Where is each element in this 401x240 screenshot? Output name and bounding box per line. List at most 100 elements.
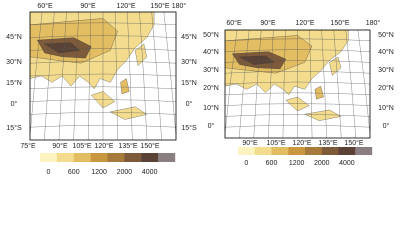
graticule — [73, 12, 79, 140]
lon-label: 90°E — [242, 139, 258, 147]
colorbar-segment — [90, 153, 108, 162]
lat-label: 0° — [186, 100, 193, 108]
lat-label: 15°S — [181, 124, 197, 132]
graticule — [253, 30, 262, 138]
figure: 60°E 90°E 120°E 150°E 180°45°N30°N15°N0°15°S… — [6, 2, 394, 176]
graticule — [44, 12, 55, 140]
colorbar-segment — [321, 147, 339, 155]
lon-label: 90°E — [52, 142, 68, 150]
graticule — [127, 12, 133, 140]
colorbar-label: 4000 — [339, 160, 355, 167]
graticule — [30, 35, 176, 38]
colorbar-label: 2000 — [117, 169, 133, 176]
lat-label: 10°N — [378, 104, 394, 112]
lat-label: 15°N — [6, 79, 22, 87]
map-body — [225, 30, 370, 138]
lat-label: 50°N — [378, 31, 394, 39]
colorbar-segment — [254, 147, 272, 155]
lon-label: 135°E — [318, 139, 337, 147]
land — [304, 109, 342, 121]
lon-label: 90°E — [260, 19, 276, 27]
graticule — [30, 12, 43, 139]
map-body — [30, 12, 176, 140]
graticule — [151, 12, 162, 140]
lat-label: 15°N — [181, 79, 197, 87]
graticule — [30, 22, 176, 25]
graticule — [30, 73, 176, 77]
graticule — [225, 71, 370, 74]
lon-label: 135°E — [118, 142, 137, 150]
graticule — [30, 112, 176, 115]
lon-label: 150°E — [140, 142, 159, 150]
land — [314, 85, 324, 100]
colorbar-label: 0 — [244, 160, 248, 167]
lon-label: 75°E — [20, 142, 36, 150]
lon-label: 120°E — [116, 2, 135, 10]
lat-label: 30°N — [203, 66, 219, 74]
land — [120, 78, 130, 95]
lat-label: 30°N — [378, 66, 394, 74]
colorbar-segment — [355, 147, 373, 155]
lat-label: 10°N — [203, 104, 219, 112]
graticule — [225, 81, 370, 85]
graticule — [282, 30, 286, 138]
lat-label: 30°N — [6, 58, 22, 66]
lon-label: 105°E — [266, 139, 285, 147]
lon-label: 180° — [172, 2, 187, 10]
colorbar-label: 4000 — [142, 169, 158, 176]
graticule — [225, 92, 370, 95]
land — [329, 56, 342, 76]
colorbar-segment — [288, 147, 306, 155]
graticule — [30, 48, 176, 51]
map-panel: 60°E 90°E 120°E 150°E 180°45°N30°N15°N0°15°S… — [6, 2, 197, 176]
land — [44, 42, 80, 54]
graticule — [357, 30, 370, 136]
lat-label: 45°N — [181, 33, 197, 41]
graticule — [225, 103, 370, 106]
colorbar-segment — [124, 153, 142, 162]
colorbar-label: 600 — [266, 160, 278, 167]
graticule — [30, 125, 176, 128]
colorbar-segment — [73, 153, 91, 162]
graticule — [225, 49, 370, 52]
lat-label: 0° — [383, 122, 390, 130]
graticule — [225, 125, 370, 128]
lon-label: 120°E — [292, 139, 311, 147]
graticule — [30, 61, 176, 64]
colorbar-label: 600 — [68, 169, 80, 176]
lat-label: 0° — [11, 100, 18, 108]
graticule — [225, 30, 238, 136]
lat-label: 40°N — [378, 48, 394, 56]
lon-label: 180° — [366, 19, 381, 27]
graticule — [321, 30, 327, 138]
lat-label: 0° — [208, 122, 215, 130]
lon-label: 150°E — [330, 19, 349, 27]
colorbar-segment — [107, 153, 125, 162]
graticule — [88, 12, 92, 140]
colorbar-segment — [141, 153, 159, 162]
lon-label: 90°E — [80, 2, 96, 10]
land — [238, 55, 275, 65]
graticule — [163, 12, 176, 139]
lat-label: 40°N — [203, 48, 219, 56]
lon-label: 120°E — [295, 19, 314, 27]
lon-label: 60°E — [37, 2, 53, 10]
colorbar-segment — [305, 147, 322, 155]
lon-label: 120°E — [94, 142, 113, 150]
graticule — [268, 30, 274, 138]
lon-label: 105°E — [72, 142, 91, 150]
colorbar-label: 1200 — [91, 169, 107, 176]
lon-label: 150°E — [150, 2, 169, 10]
colorbar-segment — [338, 147, 356, 155]
lat-label: 15°S — [6, 124, 22, 132]
graticule — [225, 38, 370, 41]
colorbar-segment — [271, 147, 289, 155]
colorbar-segment — [56, 153, 74, 162]
graticule — [333, 30, 342, 138]
graticule — [309, 30, 313, 138]
graticule — [30, 99, 176, 102]
map-panel: 60°E 90°E 120°E 150°E 180° 50°N 40°N 30°N 20°N 10… — [203, 19, 394, 167]
graticule — [225, 60, 370, 63]
graticule — [114, 12, 118, 140]
colorbar-segment — [158, 153, 176, 162]
